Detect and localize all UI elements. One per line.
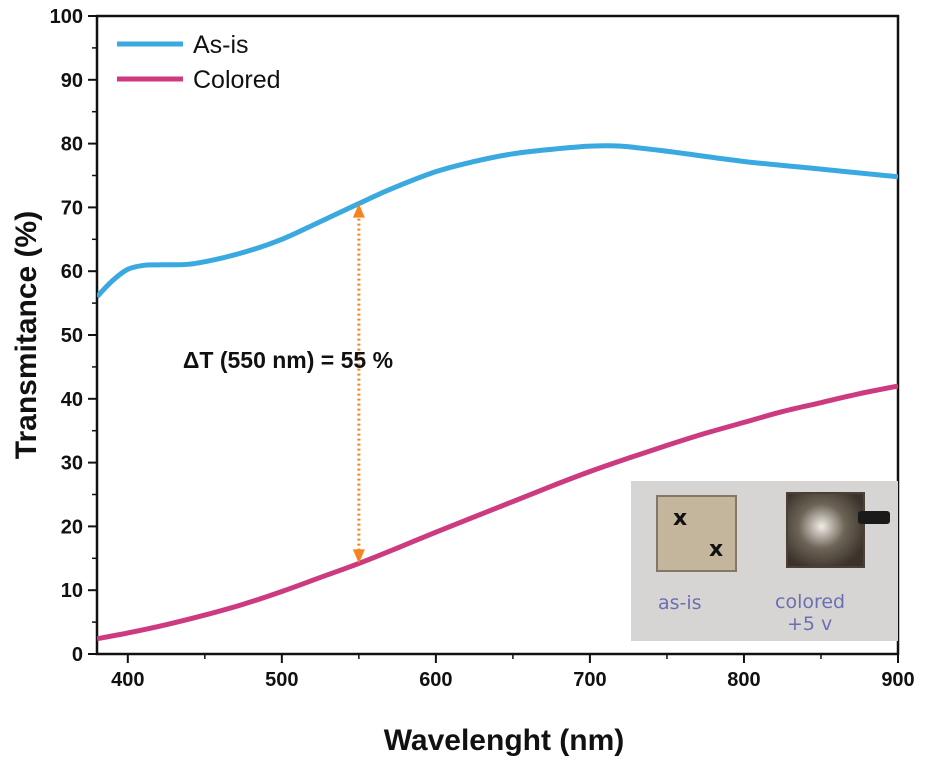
inset-mark-1: x bbox=[673, 506, 687, 531]
y-tick-label-60: 60 bbox=[61, 261, 83, 283]
x-axis-title: Wavelenght (nm) bbox=[384, 724, 625, 757]
x-tick-label-600: 600 bbox=[419, 669, 452, 691]
y-tick-label-100: 100 bbox=[50, 6, 83, 28]
annotation: ΔT (550 nm) = 55 % bbox=[183, 203, 393, 564]
inset-label-voltage: +5 v bbox=[787, 613, 832, 635]
inset-sample-as-is bbox=[656, 495, 737, 572]
y-tick-label-70: 70 bbox=[61, 197, 83, 219]
series-line-colored bbox=[97, 383, 898, 642]
inset-electrode-clip bbox=[858, 511, 890, 524]
inset-photo: x x as-is colored +5 v bbox=[631, 481, 898, 641]
series-layer bbox=[97, 143, 898, 642]
series-line-as-is bbox=[97, 143, 898, 299]
legend-label-as-is: As-is bbox=[193, 31, 249, 59]
y-tick-label-40: 40 bbox=[61, 389, 83, 411]
x-tick-label-700: 700 bbox=[573, 669, 606, 691]
x-tick-label-900: 900 bbox=[881, 669, 914, 691]
delta-t-arrow-head-top bbox=[352, 203, 365, 218]
y-tick-label-10: 10 bbox=[61, 580, 83, 602]
delta-t-arrow-head-bottom bbox=[352, 549, 365, 564]
y-tick-label-30: 30 bbox=[61, 453, 83, 475]
y-tick-label-20: 20 bbox=[61, 516, 83, 538]
legend-label-colored: Colored bbox=[193, 66, 281, 94]
x-tick-label-400: 400 bbox=[111, 669, 144, 691]
y-tick-label-50: 50 bbox=[61, 325, 83, 347]
inset-mark-2: x bbox=[709, 537, 723, 562]
y-tick-label-90: 90 bbox=[61, 70, 83, 92]
inset-sample-colored bbox=[786, 492, 865, 568]
inset-label-as-is: as-is bbox=[658, 592, 702, 614]
y-tick-label-0: 0 bbox=[72, 644, 83, 666]
x-tick-label-800: 800 bbox=[727, 669, 760, 691]
y-axis-title: Transmitance (%) bbox=[10, 211, 43, 459]
x-tick-label-500: 500 bbox=[265, 669, 298, 691]
y-tick-label-80: 80 bbox=[61, 134, 83, 156]
legend: As-is Colored bbox=[117, 31, 281, 94]
inset-label-colored: colored bbox=[775, 591, 845, 613]
axis-ticks: 400 500 600 700 800 900 0 10 20 30 40 50 60 70 80 90 100 bbox=[50, 6, 915, 691]
delta-t-label: ΔT (550 nm) = 55 % bbox=[183, 347, 393, 373]
